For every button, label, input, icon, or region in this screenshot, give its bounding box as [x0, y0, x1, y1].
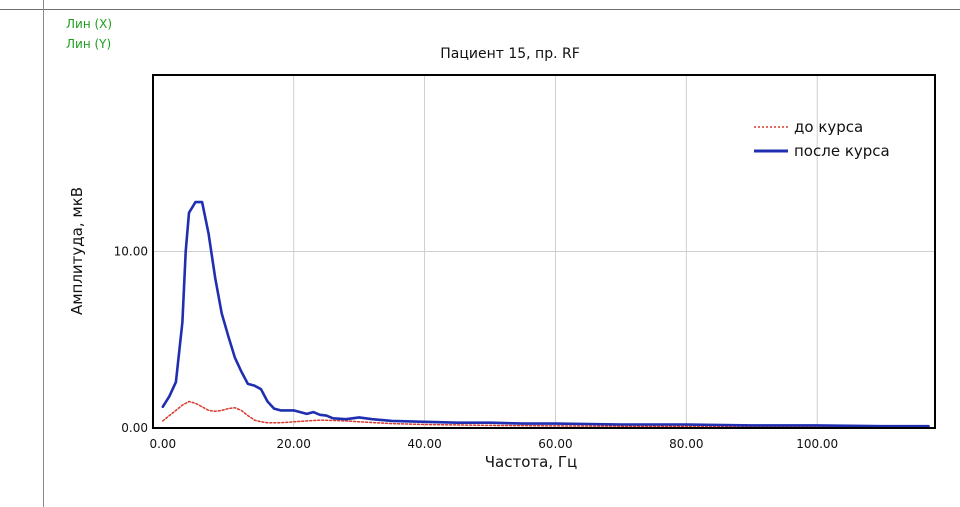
y-axis-label: Амплитуда, мкВ — [68, 187, 86, 315]
tick-labels: 0.00 20.00 40.00 60.00 80.00 100.00 0.00 10.00 — [114, 245, 839, 452]
series-layer — [161, 200, 930, 428]
chart-title: Пациент 15, пр. RF — [440, 46, 580, 62]
y-tick-label: 0.00 — [121, 421, 148, 435]
legend: до курса после курса — [754, 118, 890, 160]
plot-frame — [152, 74, 936, 429]
legend-label-before: до курса — [794, 118, 863, 136]
x-tick-label: 20.00 — [277, 437, 311, 451]
x-tick-label: 60.00 — [538, 437, 572, 451]
y-scale-link[interactable]: Лин (Y) — [66, 37, 112, 51]
grid — [153, 75, 935, 428]
x-axis-label: Частота, Гц — [485, 453, 577, 471]
x-tick-label: 0.00 — [149, 437, 176, 451]
series-line-before — [162, 400, 930, 428]
legend-label-after: после курса — [794, 142, 890, 160]
y-tick-label: 10.00 — [114, 245, 148, 259]
panel-left-border — [43, 0, 44, 507]
series-line-after — [161, 200, 930, 428]
x-scale-link[interactable]: Лин (X) — [66, 17, 113, 31]
x-tick-label: 40.00 — [407, 437, 441, 451]
x-tick-label: 80.00 — [669, 437, 703, 451]
x-tick-label: 100.00 — [796, 437, 838, 451]
window-top-border — [0, 0, 960, 10]
